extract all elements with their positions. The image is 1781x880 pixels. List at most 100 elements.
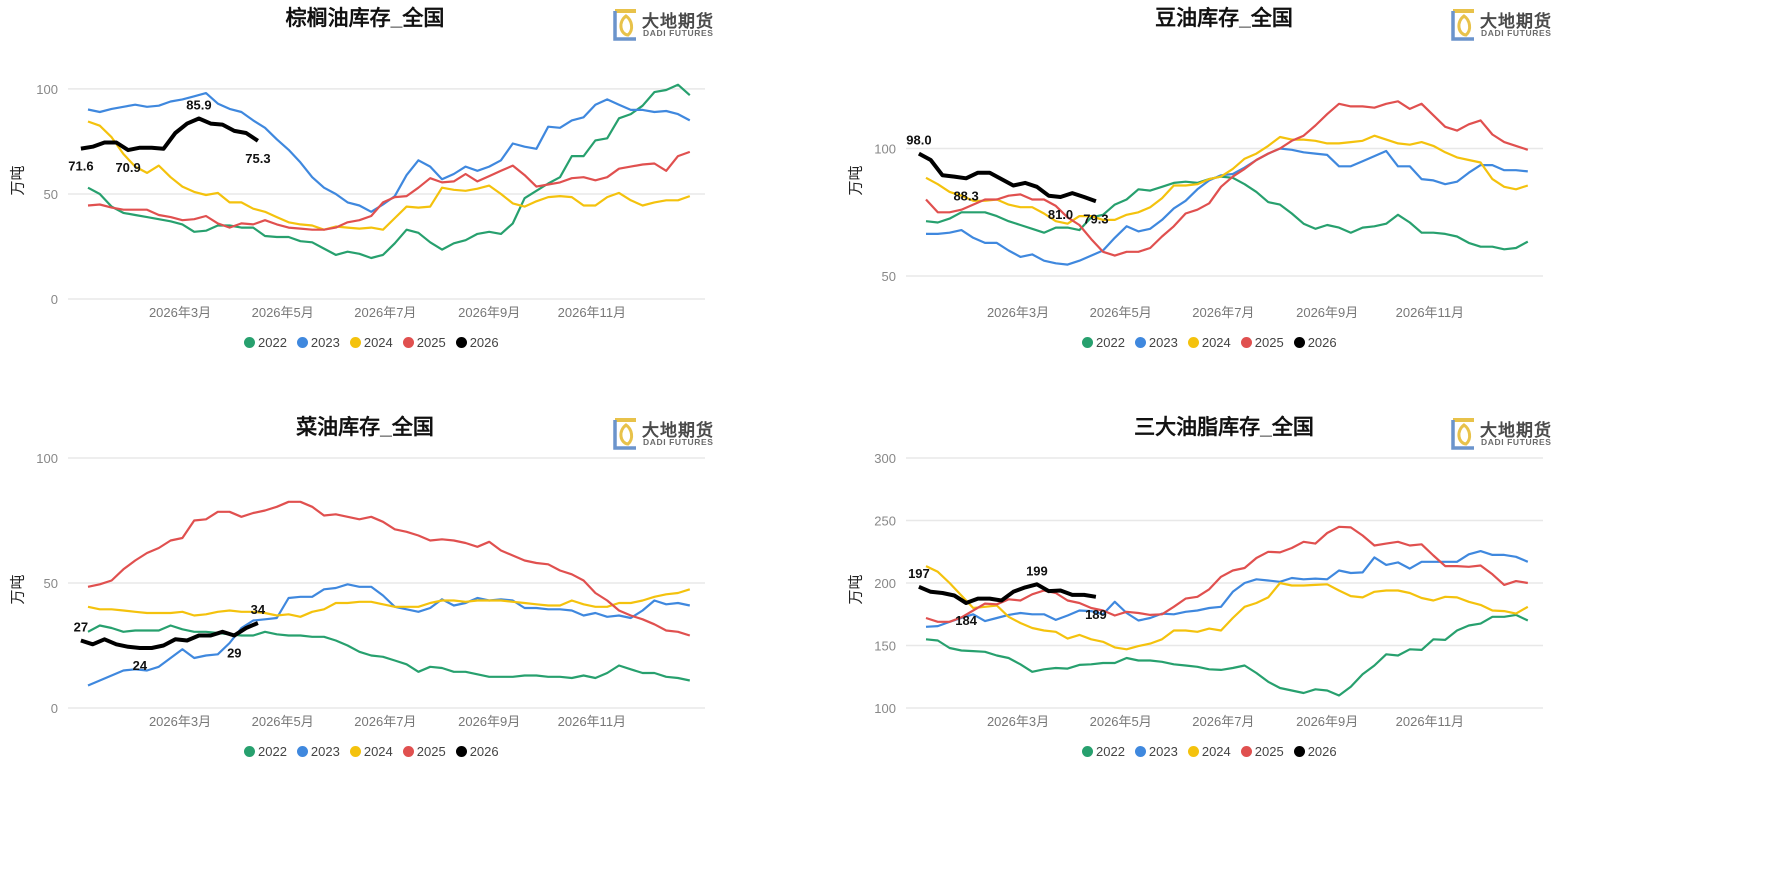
legend-item-2023[interactable]: 2023 <box>296 335 340 350</box>
legend-label: 2022 <box>1096 744 1125 759</box>
legend-marker-icon <box>1293 337 1305 348</box>
dadi-futures-logo: 大地期货 DADI FUTURES <box>612 417 730 451</box>
x-tick-label: 2026年9月 <box>1296 305 1358 320</box>
x-tick-label: 2026年3月 <box>149 714 211 729</box>
legend-item-2023[interactable]: 2023 <box>1134 335 1178 350</box>
legend-item-2024[interactable]: 2024 <box>1187 335 1231 350</box>
legend-item-2025[interactable]: 2025 <box>402 744 446 759</box>
legend-item-2022[interactable]: 2022 <box>1082 335 1125 350</box>
legend-marker-icon <box>1293 746 1305 757</box>
chart-title: 菜油库存_全国 <box>296 416 434 439</box>
series-line-2024 <box>87 588 691 618</box>
series-line-2022 <box>925 613 1529 697</box>
legend-item-2024[interactable]: 2024 <box>349 335 393 350</box>
legend-marker-icon <box>296 337 308 348</box>
legend-item-2026[interactable]: 2026 <box>455 335 499 350</box>
x-tick-label: 2026年7月 <box>354 714 416 729</box>
data-label: 70.9 <box>115 160 140 175</box>
legend-label: 2026 <box>1307 335 1337 350</box>
legend-item-2025[interactable]: 2025 <box>1240 335 1284 350</box>
series-line-2026 <box>918 582 1097 605</box>
x-tick-label: 2026年11月 <box>558 714 626 729</box>
logo-mark-icon <box>1451 9 1474 41</box>
legend-marker-icon <box>455 337 467 348</box>
y-tick-label: 0 <box>51 701 58 716</box>
legend-item-2026[interactable]: 2026 <box>1293 744 1337 759</box>
x-tick-label: 2026年5月 <box>1090 305 1152 320</box>
legend-marker-icon <box>1134 746 1146 757</box>
x-tick-label: 2026年5月 <box>1090 714 1152 729</box>
legend-item-2025[interactable]: 2025 <box>1240 744 1284 759</box>
y-tick-label: 300 <box>874 451 896 466</box>
logo-text-en: DADI FUTURES <box>643 28 714 38</box>
legend-item-2025[interactable]: 2025 <box>402 335 446 350</box>
series-line-2022 <box>87 624 691 682</box>
legend-marker-icon <box>244 337 255 348</box>
dadi-futures-logo: 大地期货 DADI FUTURES <box>1450 417 1568 451</box>
legend-item-2023[interactable]: 2023 <box>296 744 340 759</box>
series-line-2025 <box>87 150 691 231</box>
legend-item-2026[interactable]: 2026 <box>1293 335 1337 350</box>
logo-text-cn: 大地期货 <box>1480 421 1552 440</box>
legend: 2022 2023 2024 2025 2026 <box>244 335 499 350</box>
legend-label: 2025 <box>416 744 446 759</box>
series-line-2023 <box>87 583 691 687</box>
series-line-2026 <box>80 116 260 153</box>
legend-label: 2025 <box>1254 744 1284 759</box>
legend-marker-icon <box>455 746 467 757</box>
data-label: 81.0 <box>1048 207 1073 222</box>
legend-item-2022[interactable]: 2022 <box>244 744 287 759</box>
series-line-2022 <box>87 83 691 260</box>
legend-item-2026[interactable]: 2026 <box>455 744 499 759</box>
series-line-2023 <box>925 550 1529 628</box>
legend-marker-icon <box>1240 337 1252 348</box>
y-tick-label: 150 <box>874 639 896 654</box>
legend-marker-icon <box>1240 746 1252 757</box>
legend-marker-icon <box>402 337 414 348</box>
x-tick-label: 2026年11月 <box>1396 305 1464 320</box>
data-label: 88.3 <box>953 188 978 203</box>
legend-label: 2026 <box>469 335 499 350</box>
logo-mark-icon <box>613 418 636 450</box>
legend-label: 2024 <box>363 335 393 350</box>
legend-marker-icon <box>349 337 361 348</box>
y-tick-label: 100 <box>36 82 58 97</box>
x-tick-label: 2026年3月 <box>149 305 211 320</box>
x-tick-label: 2026年9月 <box>458 714 520 729</box>
series-line-2024 <box>925 565 1529 651</box>
series-line-2025 <box>925 525 1528 623</box>
y-tick-label: 50 <box>44 187 58 202</box>
legend-label: 2022 <box>1096 335 1125 350</box>
dadi-futures-logo: 大地期货 DADI FUTURES <box>612 8 730 42</box>
legend-label: 2026 <box>1307 744 1337 759</box>
legend-item-2024[interactable]: 2024 <box>349 744 393 759</box>
legend: 2022 2023 2024 2025 2026 <box>1082 744 1337 759</box>
legend: 2022 2023 2024 2025 2026 <box>244 744 499 759</box>
legend-label: 2024 <box>1201 744 1231 759</box>
y-tick-label: 50 <box>44 576 58 591</box>
x-tick-label: 2026年7月 <box>1192 305 1254 320</box>
data-label: 199 <box>1026 563 1048 578</box>
logo-text-cn: 大地期货 <box>642 421 714 440</box>
data-label: 71.6 <box>68 159 93 174</box>
legend-item-2024[interactable]: 2024 <box>1187 744 1231 759</box>
legend-item-2022[interactable]: 2022 <box>244 335 287 350</box>
line-chart: 50 100 2026年3月 2026年5月 2026年7月 2026年9月 2026年11… <box>874 100 1543 320</box>
legend-marker-icon <box>1082 337 1093 348</box>
chart-panel-palm-oil: 棕榈油库存_全国 大地期货 DADI FUTURES 万吨 0 50 100 2026年3月 2… <box>0 0 943 400</box>
data-label: 79.3 <box>1083 211 1108 226</box>
data-label: 85.9 <box>186 98 211 113</box>
chart-title: 三大油脂库存_全国 <box>1134 416 1314 439</box>
legend-item-2023[interactable]: 2023 <box>1134 744 1178 759</box>
series-line-2023 <box>926 147 1528 266</box>
chart-title: 豆油库存_全国 <box>1155 7 1293 30</box>
chart-panel-soybean-oil: 豆油库存_全国 大地期货 DADI FUTURES 万吨 50 100 2026年3月 202… <box>838 0 1781 400</box>
x-tick-label: 2026年11月 <box>1396 714 1464 729</box>
legend-label: 2024 <box>1201 335 1231 350</box>
legend-label: 2023 <box>310 744 340 759</box>
legend-marker-icon <box>244 746 255 757</box>
dadi-futures-logo: 大地期货 DADI FUTURES <box>1450 8 1568 42</box>
legend-item-2022[interactable]: 2022 <box>1082 744 1125 759</box>
data-label: 184 <box>955 613 977 628</box>
series-line-2025 <box>87 500 691 637</box>
